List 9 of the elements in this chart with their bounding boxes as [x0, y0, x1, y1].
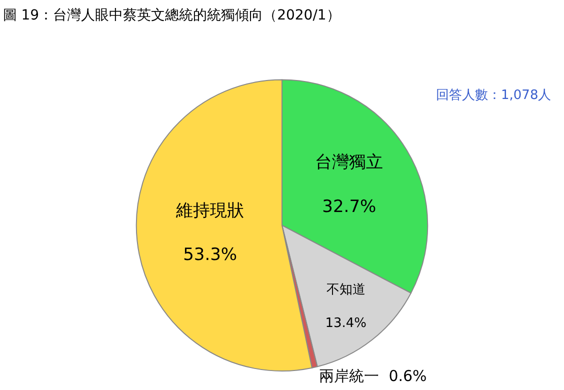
data-label: 53.3% [183, 244, 238, 265]
slice-label: 維持現狀 [175, 200, 244, 221]
data-label: 13.4% [325, 316, 367, 332]
chart-title: 圖 19：台灣人眼中蔡英文總統的統獨傾向（2020/1） [2, 8, 340, 24]
slice-label: 不知道 [326, 282, 366, 298]
data-label: 32.7% [322, 196, 376, 217]
text: 回答人數：1,078人 [436, 88, 552, 103]
slice-label: 兩岸統一 0.6% [319, 366, 427, 385]
slice-label: 台灣獨立 [315, 152, 384, 173]
